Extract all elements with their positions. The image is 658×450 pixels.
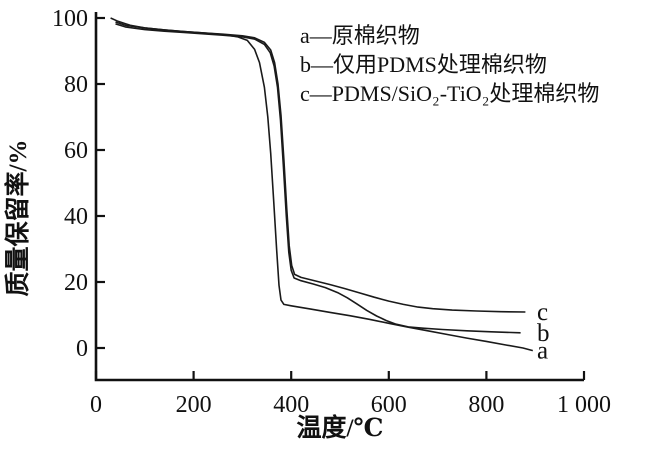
y-tick-label-5: 100 xyxy=(52,6,88,32)
y-tick-label-4: 80 xyxy=(64,72,88,98)
series-c-end-label: c xyxy=(537,299,548,326)
legend-entry-c: c—PDMS/SiO₂-TiO₂处理棉织物 xyxy=(300,81,599,106)
series-c-line xyxy=(115,21,526,313)
x-tick-label-1: 200 xyxy=(176,392,212,418)
x-tick-label-2: 400 xyxy=(273,392,309,418)
legend: a—原棉织物 b—仅用PDMS处理棉织物 c—PDMS/SiO₂-TiO₂处理棉… xyxy=(300,23,599,106)
series-b-end-label: b xyxy=(537,320,550,347)
x-tick-label-4: 800 xyxy=(468,392,504,418)
series-b-line xyxy=(115,23,521,334)
x-axis-title: 温度/℃ xyxy=(297,413,384,442)
legend-entry-a: a—原棉织物 xyxy=(300,23,420,48)
x-tick-label-0: 0 xyxy=(90,392,102,418)
x-tick-label-3: 600 xyxy=(371,392,407,418)
y-tick-label-2: 40 xyxy=(64,204,88,230)
x-tick-label-5: 1 000 xyxy=(557,392,611,418)
series-a-end-label: a xyxy=(537,338,548,365)
y-tick-label-3: 60 xyxy=(64,138,88,164)
y-tick-label-1: 20 xyxy=(64,270,88,296)
y-tick-label-0: 0 xyxy=(76,336,88,362)
curves: abc xyxy=(110,17,550,365)
legend-entry-b: b—仅用PDMS处理棉织物 xyxy=(300,52,547,77)
y-axis-title: 质量保留率/% xyxy=(3,140,32,297)
